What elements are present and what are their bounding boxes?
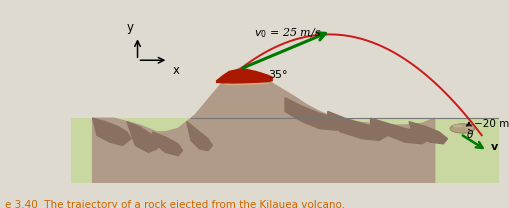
Ellipse shape — [450, 124, 475, 133]
Ellipse shape — [453, 124, 464, 128]
Polygon shape — [93, 118, 131, 146]
FancyBboxPatch shape — [71, 118, 499, 183]
Text: 35°: 35° — [268, 71, 288, 80]
Polygon shape — [371, 118, 431, 144]
Polygon shape — [409, 122, 447, 144]
Polygon shape — [127, 122, 161, 152]
Text: −20 m: −20 m — [474, 119, 509, 129]
Polygon shape — [217, 69, 272, 83]
Polygon shape — [93, 67, 435, 183]
Polygon shape — [328, 111, 388, 140]
Text: y: y — [126, 21, 133, 34]
Text: $v_0$ = 25 m/s: $v_0$ = 25 m/s — [253, 26, 321, 40]
Polygon shape — [285, 98, 345, 130]
Polygon shape — [225, 73, 268, 85]
Text: x: x — [173, 64, 180, 77]
Polygon shape — [153, 132, 182, 156]
Text: e 3.40  The trajectory of a rock ejected from the Kilauea volcano.: e 3.40 The trajectory of a rock ejected … — [5, 200, 345, 208]
Polygon shape — [187, 122, 212, 151]
Text: θ: θ — [467, 130, 473, 140]
Text: v: v — [491, 142, 498, 152]
Ellipse shape — [465, 126, 473, 129]
